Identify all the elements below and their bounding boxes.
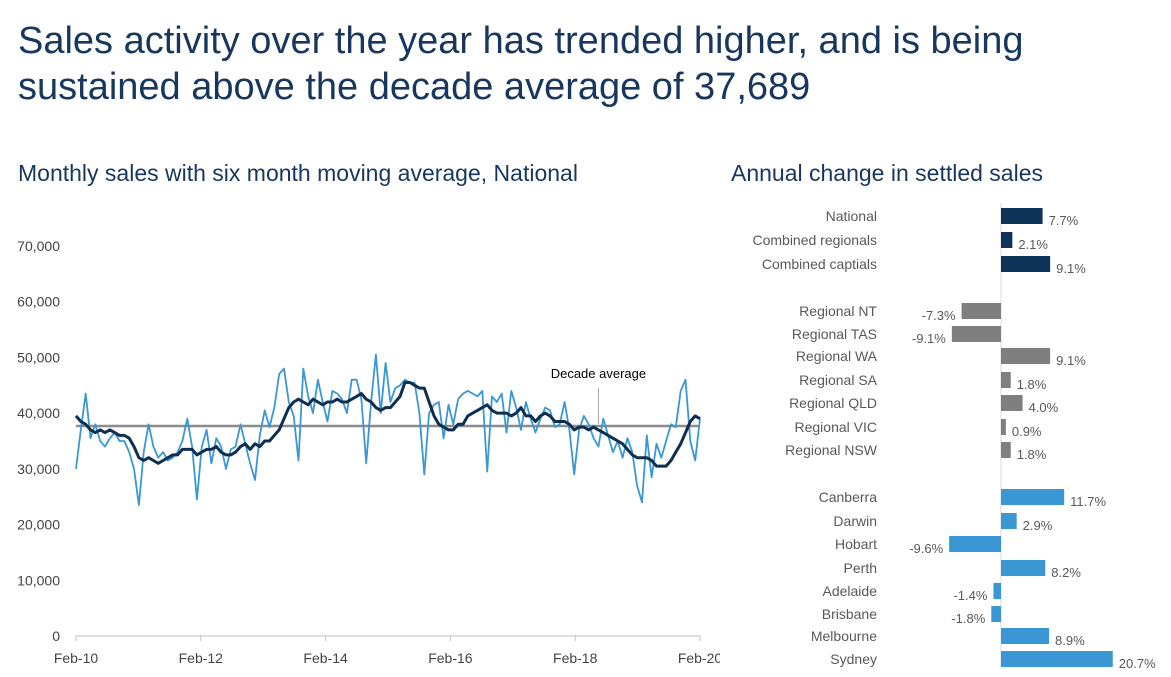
y-tick-label: 40,000 [17,405,60,421]
x-tick-label: Feb-16 [428,650,473,666]
bar-chart-title: Annual change in settled sales [731,160,1043,186]
bar [1001,256,1051,272]
bar-value-label: 20.7% [1119,656,1156,671]
bar-category-label: Regional NT [799,303,877,319]
bar-value-label: 11.7% [1070,494,1106,509]
y-tick-label: 60,000 [17,294,60,310]
bar-category-label: Darwin [833,513,877,529]
bar-value-label: 8.9% [1055,633,1085,648]
bar [1001,372,1011,388]
y-tick-label: 30,000 [17,461,60,477]
bar [991,606,1001,622]
bar-value-label: 1.8% [1017,377,1047,392]
bar-category-label: Regional NSW [785,442,878,458]
bar-category-label: Melbourne [811,628,877,644]
x-tick-label: Feb-12 [179,650,224,666]
bar [1001,232,1013,248]
bar-value-label: 8.2% [1051,565,1081,580]
bar-value-label: 9.1% [1056,261,1086,276]
x-tick-label: Feb-20 [678,650,720,666]
bar-category-label: Combined captials [762,256,877,272]
line-chart-title: Monthly sales with six month moving aver… [18,160,578,186]
bar [1001,560,1046,576]
bar-category-label: Perth [844,560,877,576]
bar [949,536,1001,552]
bar [961,303,1001,319]
bar-category-label: Combined regionals [752,232,877,248]
bar-category-label: Sydney [830,651,877,667]
bar-category-label: Adelaide [823,583,878,599]
bar-value-label: -9.6% [909,541,943,556]
bar-value-label: 2.1% [1018,237,1048,252]
bar-value-label: -9.1% [912,331,946,346]
x-tick-label: Feb-14 [303,650,348,666]
bar-category-label: Regional TAS [792,326,877,342]
y-tick-label: 20,000 [17,517,60,533]
x-tick-label: Feb-10 [54,650,99,666]
bar-value-label: 2.9% [1023,518,1053,533]
bar-value-label: -1.4% [953,588,987,603]
bar-category-label: Regional WA [796,348,878,364]
y-tick-label: 70,000 [17,238,60,254]
bar-category-label: Regional VIC [795,419,878,435]
bar-value-label: 9.1% [1056,353,1086,368]
bar-value-label: 0.9% [1012,424,1042,439]
bar-value-label: 1.8% [1017,447,1047,462]
y-tick-label: 50,000 [17,349,60,365]
bar [1001,489,1065,505]
bar-value-label: 7.7% [1049,213,1079,228]
bar [1001,513,1017,529]
decade-average-label: Decade average [551,366,646,381]
y-tick-label: 0 [52,628,60,644]
bar [1001,348,1051,364]
bar [993,583,1001,599]
page-title: Sales activity over the year has trended… [18,20,1024,108]
bar-value-label: -7.3% [922,308,956,323]
bar [1001,395,1023,411]
bar [1001,419,1006,435]
bar-category-label: Brisbane [822,606,877,622]
bar-value-label: -1.8% [951,611,985,626]
y-tick-label: 10,000 [17,572,60,588]
bar [1001,628,1050,644]
line-chart: 0 10,000 20,000 30,000 40,000 50,000 60,000 70,… [17,238,720,666]
bar [1001,208,1043,224]
bar-category-label: Regional QLD [789,395,877,411]
bar-category-label: Regional SA [799,372,877,388]
bar [951,326,1001,342]
bar [1001,651,1113,667]
bar [1001,442,1011,458]
bar-value-label: 4.0% [1029,400,1059,415]
bar-category-label: Canberra [819,489,878,505]
x-tick-label: Feb-18 [553,650,598,666]
bar-category-label: National [826,208,877,224]
moving-average-line [74,381,701,468]
monthly-sales-line [75,353,701,507]
bar-category-label: Hobart [835,536,877,552]
